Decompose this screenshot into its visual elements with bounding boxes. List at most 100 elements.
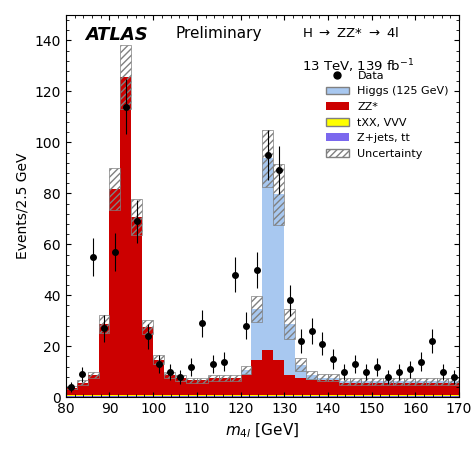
Bar <box>404 383 415 395</box>
Bar <box>317 380 328 395</box>
Bar <box>306 380 317 395</box>
Bar <box>383 383 393 395</box>
Bar <box>284 396 295 397</box>
Bar <box>372 396 383 397</box>
Bar <box>448 383 459 395</box>
Bar <box>186 380 197 395</box>
Bar <box>99 396 109 397</box>
Legend: Data, Higgs (125 GeV), ZZ*, tXX, VVV, Z+jets, tt, Uncertainty: Data, Higgs (125 GeV), ZZ*, tXX, VVV, Z+… <box>322 66 454 163</box>
Bar <box>229 378 240 395</box>
Bar <box>252 295 263 322</box>
Bar <box>240 375 252 395</box>
Bar <box>88 396 99 397</box>
Bar <box>252 395 263 396</box>
Bar <box>164 372 175 379</box>
Bar <box>142 396 153 397</box>
Bar <box>437 378 448 384</box>
Bar <box>317 395 328 396</box>
Bar <box>229 374 240 380</box>
Bar <box>426 381 437 383</box>
Bar <box>361 396 372 397</box>
Bar <box>284 324 295 375</box>
Bar <box>284 309 295 339</box>
Text: H $\rightarrow$ ZZ* $\rightarrow$ 4l: H $\rightarrow$ ZZ* $\rightarrow$ 4l <box>302 26 399 40</box>
Bar <box>66 395 77 396</box>
Bar <box>339 395 350 396</box>
Bar <box>437 395 448 396</box>
Bar <box>437 381 448 383</box>
Bar <box>361 381 372 383</box>
Bar <box>197 380 208 395</box>
Bar <box>153 360 164 395</box>
Bar <box>295 378 306 395</box>
Bar <box>142 319 153 334</box>
Bar <box>175 378 186 395</box>
Bar <box>208 396 219 397</box>
Bar <box>361 378 372 384</box>
Bar <box>153 396 164 397</box>
Bar <box>361 395 372 396</box>
Bar <box>328 378 339 380</box>
Bar <box>448 381 459 383</box>
Bar <box>263 396 273 397</box>
Bar <box>186 396 197 397</box>
Bar <box>164 395 175 396</box>
Bar <box>426 378 437 384</box>
Bar <box>415 396 426 397</box>
Bar <box>142 395 153 396</box>
Bar <box>88 375 99 395</box>
Bar <box>350 381 361 383</box>
Bar <box>66 396 77 397</box>
Bar <box>317 396 328 397</box>
Bar <box>317 374 328 381</box>
Bar <box>186 395 197 396</box>
Bar <box>252 360 263 395</box>
Bar <box>372 383 383 395</box>
Bar <box>383 396 393 397</box>
Bar <box>175 396 186 397</box>
Bar <box>339 378 350 384</box>
Bar <box>350 396 361 397</box>
Bar <box>208 378 219 395</box>
Bar <box>175 374 186 380</box>
Bar <box>415 378 426 384</box>
Y-axis label: Events/2.5 GeV: Events/2.5 GeV <box>15 153 29 259</box>
Text: Preliminary: Preliminary <box>176 26 263 41</box>
Bar <box>273 396 284 397</box>
Bar <box>99 315 109 333</box>
Bar <box>295 395 306 396</box>
Bar <box>252 396 263 397</box>
Bar <box>339 381 350 383</box>
Bar <box>284 395 295 396</box>
Bar <box>153 395 164 396</box>
Bar <box>164 396 175 397</box>
Bar <box>120 45 131 109</box>
Bar <box>328 374 339 381</box>
Bar <box>273 395 284 396</box>
Bar <box>99 395 109 396</box>
Bar <box>263 349 273 395</box>
Bar <box>164 375 175 395</box>
Text: ATLAS: ATLAS <box>85 26 148 45</box>
Bar <box>208 374 219 380</box>
Bar <box>109 189 120 395</box>
Bar <box>197 396 208 397</box>
Bar <box>88 395 99 396</box>
Bar <box>77 383 88 395</box>
Bar <box>448 378 459 384</box>
Bar <box>448 395 459 396</box>
Bar <box>295 396 306 397</box>
Bar <box>306 396 317 397</box>
Bar <box>131 396 142 397</box>
Bar <box>197 378 208 383</box>
Bar <box>361 383 372 395</box>
Bar <box>328 395 339 396</box>
Bar <box>404 396 415 397</box>
Bar <box>77 395 88 396</box>
Bar <box>219 396 229 397</box>
Bar <box>186 378 197 383</box>
Bar <box>229 396 240 397</box>
Bar <box>153 355 164 364</box>
Bar <box>263 395 273 396</box>
Bar <box>284 375 295 395</box>
